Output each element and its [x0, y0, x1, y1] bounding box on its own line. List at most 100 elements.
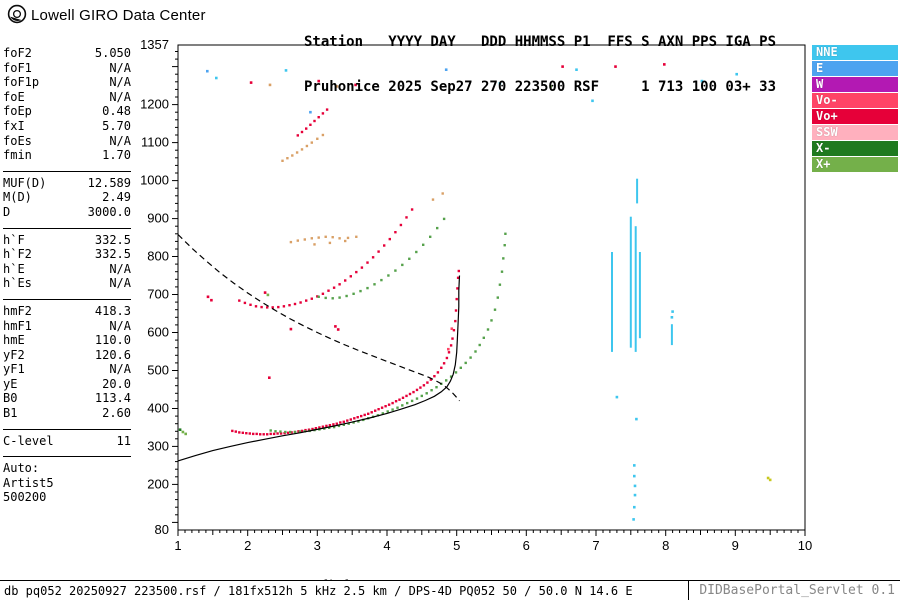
parameter-label: hmF2	[3, 303, 32, 318]
profile-curve-dashed	[177, 234, 460, 402]
x-axis-tick-label: 5	[453, 538, 460, 553]
parameter-label: foE	[3, 89, 25, 104]
parameter-row: h`E N/A	[3, 262, 131, 277]
parameter-row: Auto:	[3, 461, 131, 476]
parameter-row: yF2 120.6	[3, 348, 131, 363]
interference-column	[638, 252, 641, 339]
station-header: Station YYYY DAY DDD HHMMSS P1 FFS S AXN…	[304, 5, 776, 125]
parameter-label: yE	[3, 376, 18, 391]
parameter-label: fmin	[3, 148, 32, 163]
parameter-value: 0.48	[102, 104, 131, 119]
status-bar: db pq052 20250927 223500.rsf / 181fx512h…	[0, 580, 900, 600]
x-axis-tick-label: 7	[592, 538, 599, 553]
trace-X-trace-2nd-order	[317, 217, 446, 300]
parameter-value: 12.589	[87, 175, 131, 190]
legend-item-w: W	[812, 77, 898, 92]
status-file-info: db pq052 20250927 223500.rsf / 181fx512h…	[4, 584, 633, 598]
parameter-value: 2.49	[102, 190, 131, 205]
parameter-label: D	[3, 204, 11, 219]
parameter-row: foF1p N/A	[3, 75, 131, 90]
parameter-row: foF2 5.050	[3, 46, 131, 61]
y-axis-tick-label: 1200	[140, 97, 169, 112]
x-axis-tick-label: 3	[314, 538, 321, 553]
legend-item-vo: Vo-	[812, 93, 898, 108]
parameter-row: 500200	[3, 490, 131, 505]
parameter-value: N/A	[109, 318, 131, 333]
parameter-label: B1	[3, 406, 18, 421]
y-axis-tick-label: 80	[155, 522, 169, 537]
parameter-label: h`Es	[3, 276, 32, 291]
y-axis-tick-label: 800	[147, 249, 169, 264]
y-axis-tick-label: 1100	[141, 135, 169, 150]
parameter-label: M(D)	[3, 190, 32, 205]
station-header-line1: Station YYYY DAY DDD HHMMSS P1 FFS S AXN…	[304, 34, 777, 50]
parameter-label: foEs	[3, 133, 32, 148]
x-axis-tick-label: 1	[174, 538, 181, 553]
y-axis-tick-label: 700	[147, 287, 169, 302]
y-axis-tick-label: 1357	[140, 37, 169, 52]
y-axis-tick-label: 600	[147, 325, 169, 340]
parameter-group: foF2 5.050 foF1 N/A foF1p N/A foE N/A foEp 0.48 fx…	[3, 40, 131, 171]
station-header-line2: Pruhonice 2025 Sep27 270 223500 RSF 1 71…	[304, 79, 777, 95]
x-axis-tick-label: 4	[383, 538, 390, 553]
parameter-value: 418.3	[94, 303, 131, 318]
parameter-label: h`F2	[3, 247, 32, 262]
y-axis-tick-label: 500	[147, 363, 169, 378]
parameter-row: B0 113.4	[3, 391, 131, 406]
parameter-label: h`E	[3, 261, 25, 276]
parameter-label: Auto:	[3, 461, 40, 476]
parameter-row: MUF(D) 12.589	[3, 176, 131, 191]
trace-O-trace-1st-order	[231, 269, 460, 436]
parameter-row: C-level 11	[3, 434, 131, 449]
parameter-value: 20.0	[102, 376, 131, 391]
parameter-label: 500200	[3, 490, 47, 505]
parameter-row: h`F2 332.5	[3, 247, 131, 262]
trace-spread-echo-tan	[281, 133, 444, 246]
parameter-value: N/A	[109, 362, 131, 377]
legend-item-ssw: SSW	[812, 125, 898, 140]
parameter-row: M(D) 2.49	[3, 190, 131, 205]
parameter-row: h`F 332.5	[3, 233, 131, 248]
legend-item-e: E	[812, 61, 898, 76]
profile-curve-solid	[177, 275, 461, 462]
trace-O-trace-2nd-order	[238, 208, 414, 309]
parameter-row: foEs N/A	[3, 134, 131, 149]
parameter-group: hmF2 418.3 hmF1 N/A hmE 110.0 yF2 120.6 yF1 N/A yE…	[3, 298, 131, 429]
parameter-label: foEp	[3, 104, 32, 119]
parameter-value: 11	[116, 433, 131, 448]
parameter-row: fmin 1.70	[3, 148, 131, 163]
parameter-label: Artist5	[3, 475, 54, 490]
legend-item-vo: Vo+	[812, 109, 898, 124]
x-axis-tick-label: 10	[798, 538, 812, 553]
parameter-value: N/A	[109, 261, 131, 276]
parameter-value: 2.60	[102, 406, 131, 421]
y-axis-tick-label: 200	[147, 476, 169, 491]
parameter-row: fxI 5.70	[3, 119, 131, 134]
parameter-value: 5.70	[102, 118, 131, 133]
parameter-panel: foF2 5.050 foF1 N/A foF1p N/A foE N/A foEp 0.48 fx…	[3, 40, 131, 513]
trace-spread-echo-red-upper	[296, 108, 329, 137]
parameter-value: 120.6	[94, 347, 131, 362]
legend: NNE E W Vo- Vo+ SSW X- X+	[812, 45, 898, 173]
servlet-version-label: DIDBasePortal_Servlet 0.1	[688, 581, 895, 600]
parameter-row: yE 20.0	[3, 377, 131, 392]
parameter-value: 332.5	[94, 247, 131, 262]
legend-item-nne: NNE	[812, 45, 898, 60]
parameter-value: N/A	[109, 60, 131, 75]
parameter-label: h`F	[3, 232, 25, 247]
legend-item-x: X+	[812, 157, 898, 172]
parameter-label: B0	[3, 391, 18, 406]
x-axis-tick-label: 9	[732, 538, 739, 553]
parameter-label: hmE	[3, 333, 25, 348]
parameter-label: yF1	[3, 362, 25, 377]
parameter-value: N/A	[109, 75, 131, 90]
parameter-value: N/A	[109, 89, 131, 104]
parameter-label: fxI	[3, 118, 25, 133]
parameter-row: hmF1 N/A	[3, 319, 131, 334]
legend-item-x: X-	[812, 141, 898, 156]
scatter-misc	[178, 63, 772, 521]
parameter-label: yF2	[3, 347, 25, 362]
parameter-row: D 3000.0	[3, 205, 131, 220]
